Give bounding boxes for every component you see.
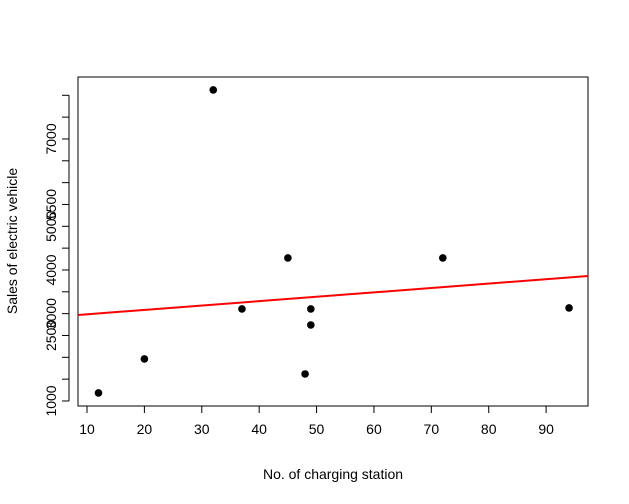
y-tick-label: 4000 — [43, 254, 59, 285]
x-tick-label: 80 — [481, 421, 497, 437]
y-axis-label: Sales of electric vehicle — [4, 168, 20, 315]
point — [209, 86, 218, 94]
y-tick-label: 5000 — [43, 211, 59, 242]
x-tick-label: 10 — [79, 421, 95, 437]
point — [301, 370, 309, 378]
x-axis-label: No. of charging station — [263, 466, 403, 482]
x-tick-label: 40 — [251, 421, 267, 437]
x-tick-label: 30 — [194, 421, 210, 437]
point — [238, 305, 246, 313]
fit-line — [77, 275, 589, 317]
x-tick-label: 60 — [366, 421, 382, 437]
y-tick-label: 5500 — [43, 189, 59, 220]
point — [94, 389, 103, 397]
point — [284, 254, 292, 262]
x-tick-label: 90 — [538, 421, 554, 437]
point — [140, 355, 149, 363]
plot-box — [77, 76, 589, 407]
y-tick-label: 3000 — [43, 298, 59, 329]
x-tick-label: 20 — [137, 421, 153, 437]
point — [565, 304, 573, 312]
y-tick-label: 7000 — [43, 123, 59, 154]
point — [307, 321, 315, 329]
point — [439, 254, 447, 262]
x-tick-label: 50 — [309, 421, 325, 437]
point — [307, 305, 315, 313]
y-tick-label: 2500 — [43, 320, 59, 351]
y-tick-label: 1000 — [43, 385, 59, 416]
x-tick-label: 70 — [424, 421, 440, 437]
